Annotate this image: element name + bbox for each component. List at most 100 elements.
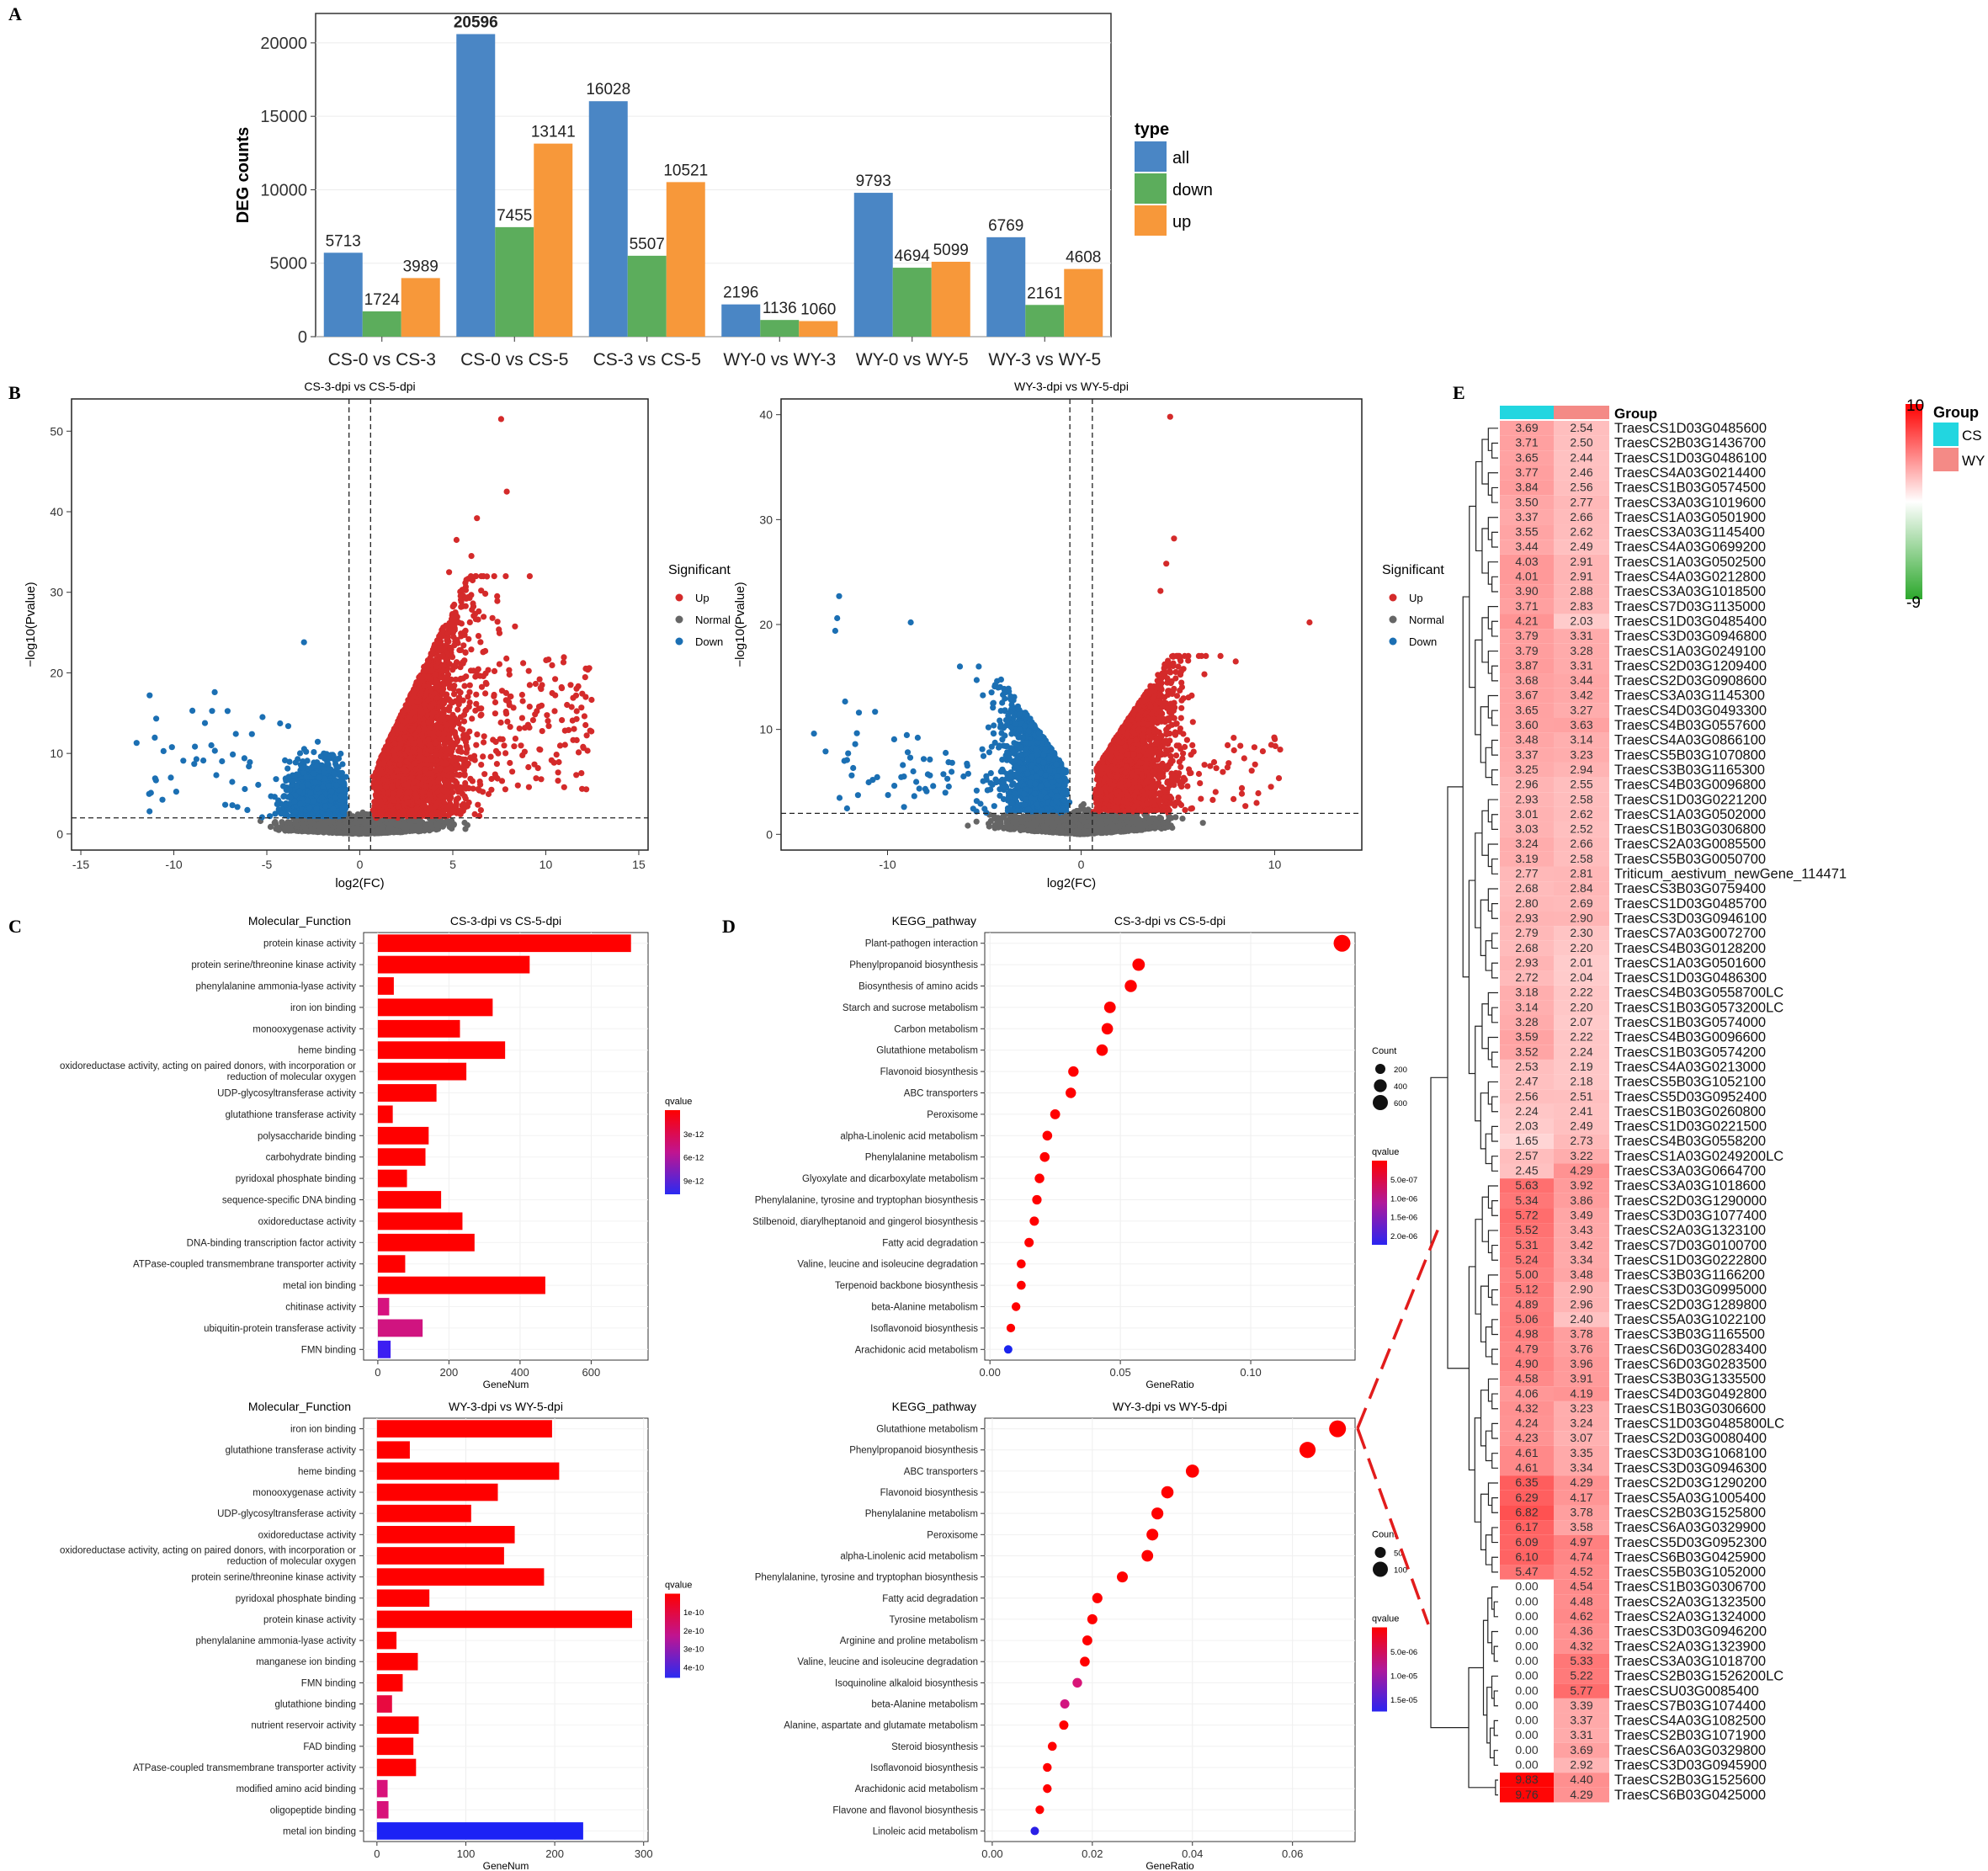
scatter-point [268, 793, 274, 800]
bar-label-all-cs-3-vs-cs-5: 16028 [586, 81, 630, 98]
scatter-point [209, 708, 215, 715]
scatter-point [338, 778, 344, 784]
scatter-point [297, 800, 304, 808]
x-tick-label: -10 [165, 858, 182, 871]
scatter-point [160, 747, 167, 755]
scatter-point [288, 827, 295, 834]
legend-label-down: down [1172, 181, 1213, 199]
bar-label-down-cs-0-vs-cs-3: 1724 [364, 291, 401, 309]
legend-swatch-all [1135, 141, 1167, 172]
scatter-point [526, 573, 534, 580]
scatter-point [321, 769, 327, 776]
scatter-point [272, 819, 279, 826]
scatter-point [284, 723, 292, 730]
scatter-point [330, 805, 337, 812]
scatter-point [296, 788, 303, 795]
scatter-point [317, 753, 324, 760]
scatter-point [460, 726, 466, 733]
scatter-point [308, 820, 315, 827]
scatter-point [151, 734, 158, 741]
scatter-point [280, 793, 287, 800]
x-tick-label: 15 [632, 858, 646, 871]
scatter-point [311, 798, 317, 805]
y-tick-label: 5000 [270, 255, 308, 274]
scatter-point [304, 797, 311, 805]
scatter-points [133, 416, 595, 837]
scatter-point [308, 764, 315, 771]
scatter-point [267, 823, 274, 831]
scatter-point [512, 623, 518, 630]
scatter-point [428, 823, 435, 830]
scatter-point [359, 830, 365, 837]
scatter-point [322, 822, 329, 830]
x-tick-label-cs-3-vs-cs-5: CS-3 vs CS-5 [593, 350, 701, 369]
scatter-point [333, 756, 340, 763]
scatter-point [292, 759, 299, 766]
scatter-point [255, 781, 262, 789]
x-tick-label-wy-3-vs-wy-5: WY-3 vs WY-5 [988, 350, 1101, 369]
scatter-point [464, 821, 471, 829]
bar-all-wy-0-vs-wy-3 [721, 304, 761, 337]
scatter-point [285, 773, 292, 780]
y-tick-label: 0 [298, 328, 307, 347]
bar-up-wy-3-vs-wy-5 [1064, 268, 1103, 337]
scatter-point [286, 787, 293, 794]
scatter-point [313, 805, 320, 812]
scatter-point [300, 820, 306, 827]
scatter-point [302, 825, 309, 832]
scatter-point [200, 757, 207, 764]
scatter-point [224, 708, 231, 715]
bar-down-wy-0-vs-wy-3 [760, 320, 800, 337]
bar-label-all-wy-3-vs-wy-5: 6769 [988, 217, 1023, 235]
bar-label-up-cs-0-vs-cs-5: 13141 [531, 124, 576, 141]
scatter-point [316, 774, 323, 781]
scatter-point [208, 741, 215, 749]
scatter-point [327, 811, 333, 818]
y-tick-label: 20 [50, 666, 63, 679]
scatter-point [168, 744, 175, 751]
bar-label-down-wy-3-vs-wy-5: 2161 [1027, 284, 1062, 302]
y-axis-title: −log10(Pvalue) [24, 582, 38, 667]
y-tick-label: 50 [50, 424, 63, 438]
scatter-point [307, 789, 314, 797]
scatter-point [192, 743, 199, 750]
bar-all-wy-3-vs-wy-5 [986, 237, 1026, 337]
scatter-point [259, 714, 266, 720]
scatter-point [246, 763, 252, 770]
scatter-point [475, 633, 482, 640]
scatter-point [191, 761, 198, 768]
legend-label-up: up [1172, 213, 1191, 231]
bar-up-wy-0-vs-wy-5 [931, 261, 970, 337]
bar-down-cs-0-vs-cs-3 [362, 311, 401, 337]
bar-label-up-cs-3-vs-cs-5: 10521 [663, 162, 708, 179]
bar-down-cs-3-vs-cs-5 [627, 255, 667, 337]
scatter-point [248, 731, 255, 737]
scatter-point [275, 827, 282, 833]
bar-label-up-wy-0-vs-wy-3: 1060 [800, 300, 836, 318]
scatter-point [324, 759, 331, 766]
scatter-point [338, 793, 344, 800]
y-tick-label: 10000 [260, 181, 307, 199]
scatter-point [167, 774, 174, 781]
bar-label-down-cs-0-vs-cs-5: 7455 [497, 207, 532, 225]
scatter-point [285, 819, 293, 826]
x-tick-label-cs-0-vs-cs-5: CS-0 vs CS-5 [460, 350, 568, 369]
scatter-point [213, 772, 220, 779]
scatter-point [357, 818, 364, 825]
scatter-point [478, 705, 485, 712]
scatter-point [332, 795, 338, 801]
scatter-point [376, 829, 383, 836]
bar-label-down-wy-0-vs-wy-5: 4694 [895, 247, 931, 265]
scatter-point [314, 738, 322, 745]
bar-up-cs-0-vs-cs-5 [534, 143, 573, 337]
scatter-point [449, 825, 455, 832]
scatter-point [201, 720, 209, 726]
bar-all-cs-0-vs-cs-5 [456, 34, 496, 337]
x-tick-label: 10 [540, 858, 553, 871]
y-tick-label: 30 [50, 586, 63, 599]
scatter-point [230, 751, 237, 758]
x-tick-label-cs-0-vs-cs-3: CS-0 vs CS-3 [328, 350, 436, 369]
scatter-point [229, 779, 236, 785]
volcano-plot-cs: CS-3-dpi vs CS-5-dpi-15 -10 -5 0 5 10 15010203… [24, 380, 731, 890]
scatter-point [242, 785, 248, 793]
